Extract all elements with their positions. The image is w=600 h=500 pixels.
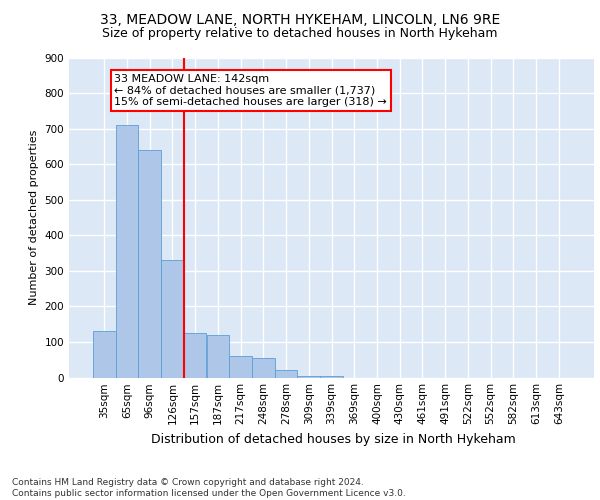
Text: Size of property relative to detached houses in North Hykeham: Size of property relative to detached ho… [102, 28, 498, 40]
Bar [93, 332, 116, 378]
Bar [320, 376, 343, 378]
Bar [206, 335, 229, 378]
Text: 33, MEADOW LANE, NORTH HYKEHAM, LINCOLN, LN6 9RE: 33, MEADOW LANE, NORTH HYKEHAM, LINCOLN,… [100, 12, 500, 26]
Bar [229, 356, 252, 378]
Text: Distribution of detached houses by size in North Hykeham: Distribution of detached houses by size … [151, 432, 515, 446]
Bar [252, 358, 275, 378]
Bar [184, 333, 206, 378]
Bar [161, 260, 184, 378]
Bar [116, 125, 139, 378]
Bar [139, 150, 161, 378]
Bar [298, 376, 320, 378]
Text: 33 MEADOW LANE: 142sqm
← 84% of detached houses are smaller (1,737)
15% of semi-: 33 MEADOW LANE: 142sqm ← 84% of detached… [115, 74, 387, 106]
Y-axis label: Number of detached properties: Number of detached properties [29, 130, 39, 305]
Text: Contains HM Land Registry data © Crown copyright and database right 2024.
Contai: Contains HM Land Registry data © Crown c… [12, 478, 406, 498]
Bar [275, 370, 298, 378]
